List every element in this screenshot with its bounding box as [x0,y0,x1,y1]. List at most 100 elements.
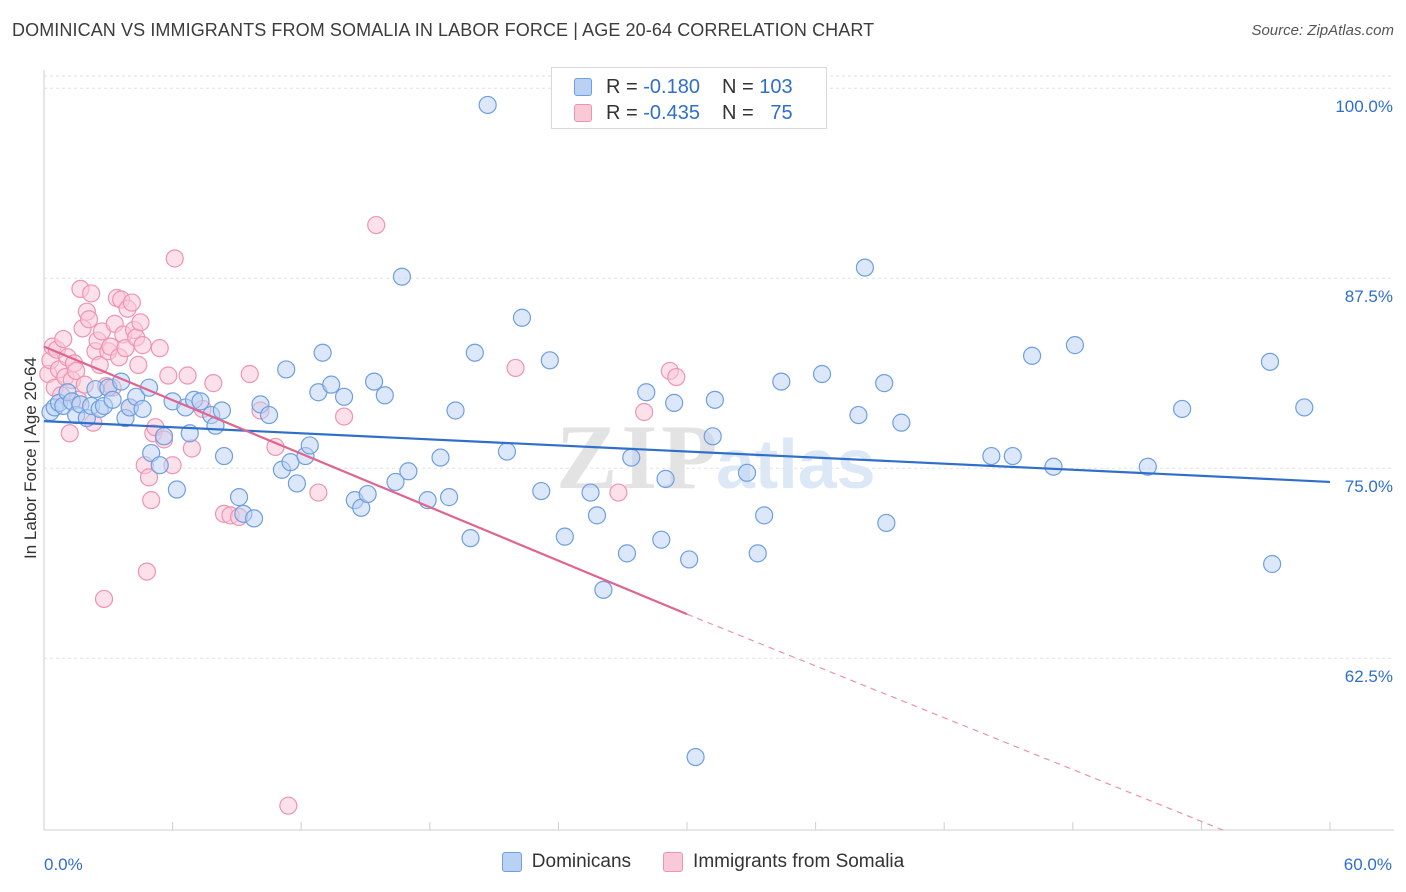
axes [43,70,1394,831]
somalia-point [204,374,223,393]
legend-label-somalia: Immigrants from Somalia [693,851,905,872]
somalia-point [279,796,298,815]
r-label: R = [606,75,638,98]
dominicans-point [287,474,307,493]
dominicans-point [392,267,412,286]
somalia-point [94,589,114,609]
series-legend: Dominicans Immigrants from Somalia [0,851,1406,873]
somalia-point [635,402,654,422]
dominicans-point [555,527,574,546]
dominicans-point [877,513,896,533]
dominicans-point [229,488,249,507]
r-value-somalia: -0.435 [643,101,700,124]
dominicans-point [1295,398,1314,417]
somalia-point [60,424,79,443]
trend-dominicans [43,420,1331,484]
dominicans-point [461,529,480,548]
dominicans-point [594,580,613,599]
legend-item-dominicans[interactable]: Dominicans [501,851,632,873]
somalia-point [178,366,197,385]
dominicans-point [1044,457,1063,476]
somalia-point [367,215,386,235]
dominicans-point [214,446,234,466]
somalia-point [129,355,148,374]
dominicans-point [212,401,231,420]
dominicans-point [358,484,377,504]
somalia-point [67,361,86,381]
dominicans-point [680,550,699,569]
somalia-point [131,313,150,332]
dominicans-point [191,392,210,411]
dominicans-point [259,405,279,425]
dominicans-point [703,427,722,446]
somalia-point [240,364,259,384]
legend-item-somalia[interactable]: Immigrants from Somalia [663,851,904,873]
somalia-point [133,336,152,355]
legend-swatch-blue [501,852,522,872]
n-label: N = [721,101,754,124]
stats-row-somalia: R = -0.435 N = 75 [574,100,793,126]
dominicans-point [300,436,319,455]
axis-labels: 100.0% 87.5% 75.0% 62.5% 0.0% 60.0% [44,97,1393,874]
dominicans-point [478,95,497,115]
dominicans-point [465,343,484,362]
somalia-point [667,367,686,387]
dominicans-point [1173,399,1192,419]
somalia-point [142,491,161,510]
dominicans-point [748,544,767,563]
trend-lines [43,345,1331,831]
somalia-point [137,562,156,581]
dominicans-point [334,387,354,406]
dominicans-point [244,509,264,528]
somalia-point [609,483,628,502]
somalia-point [159,366,178,385]
source-label: Source: ZipAtlas.com [1251,22,1394,39]
somalia-point [54,329,73,349]
dominicans-point [431,448,450,467]
dominicans-point [154,427,174,446]
stats-legend: R = -0.180 N = 103 R = -0.435 N = 75 [551,67,827,129]
dominicans-point [386,472,405,492]
dominicans-point [512,308,532,327]
dominicans-point [1138,457,1157,476]
dominicans-point [587,506,607,525]
chart-title: DOMINICAN VS IMMIGRANTS FROM SOMALIA IN … [12,20,875,40]
dominicans-point [755,506,774,525]
dominicans-point [705,390,724,409]
trend-somalia-extrapolated [686,613,1224,831]
somalia-point [165,249,184,268]
somalia-point [506,358,525,378]
dominicans-point [982,446,1001,466]
dominicans-point [532,481,551,501]
watermark-atlas: atlas [716,425,876,503]
dominicans-point [622,448,641,467]
dominicans-point [737,463,757,482]
series-dominicans [41,95,1314,767]
y-axis-title: In Labor Force | Age 20-64 [21,357,40,559]
y-tick-label: 100.0% [1335,97,1393,116]
dominicans-point [103,390,122,409]
x-tick-label: 60.0% [1344,855,1392,874]
dominicans-point [364,372,384,391]
somalia-point [122,293,141,312]
x-tick-label: 0.0% [44,855,83,874]
legend-label-dominicans: Dominicans [531,851,632,872]
trend-somalia [43,345,688,616]
legend-swatch-blue [574,78,592,96]
dominicans-point [665,393,684,412]
dominicans-point [167,480,186,499]
dominicans-point [617,544,637,563]
legend-swatch-pink [663,852,684,872]
dominicans-point [875,374,894,393]
dominicans-point [1065,336,1085,355]
dominicans-point [497,442,517,461]
dominicans-point [1260,352,1280,371]
y-tick-label: 75.0% [1345,477,1393,496]
dominicans-point [849,405,868,425]
dominicans-point [812,364,832,384]
dominicans-point [892,413,911,432]
zipatlas-watermark: ZIP atlas [556,406,876,508]
dominicans-point [322,375,341,394]
y-tick-label: 87.5% [1345,287,1393,306]
n-value-dominicans: 103 [759,75,793,98]
